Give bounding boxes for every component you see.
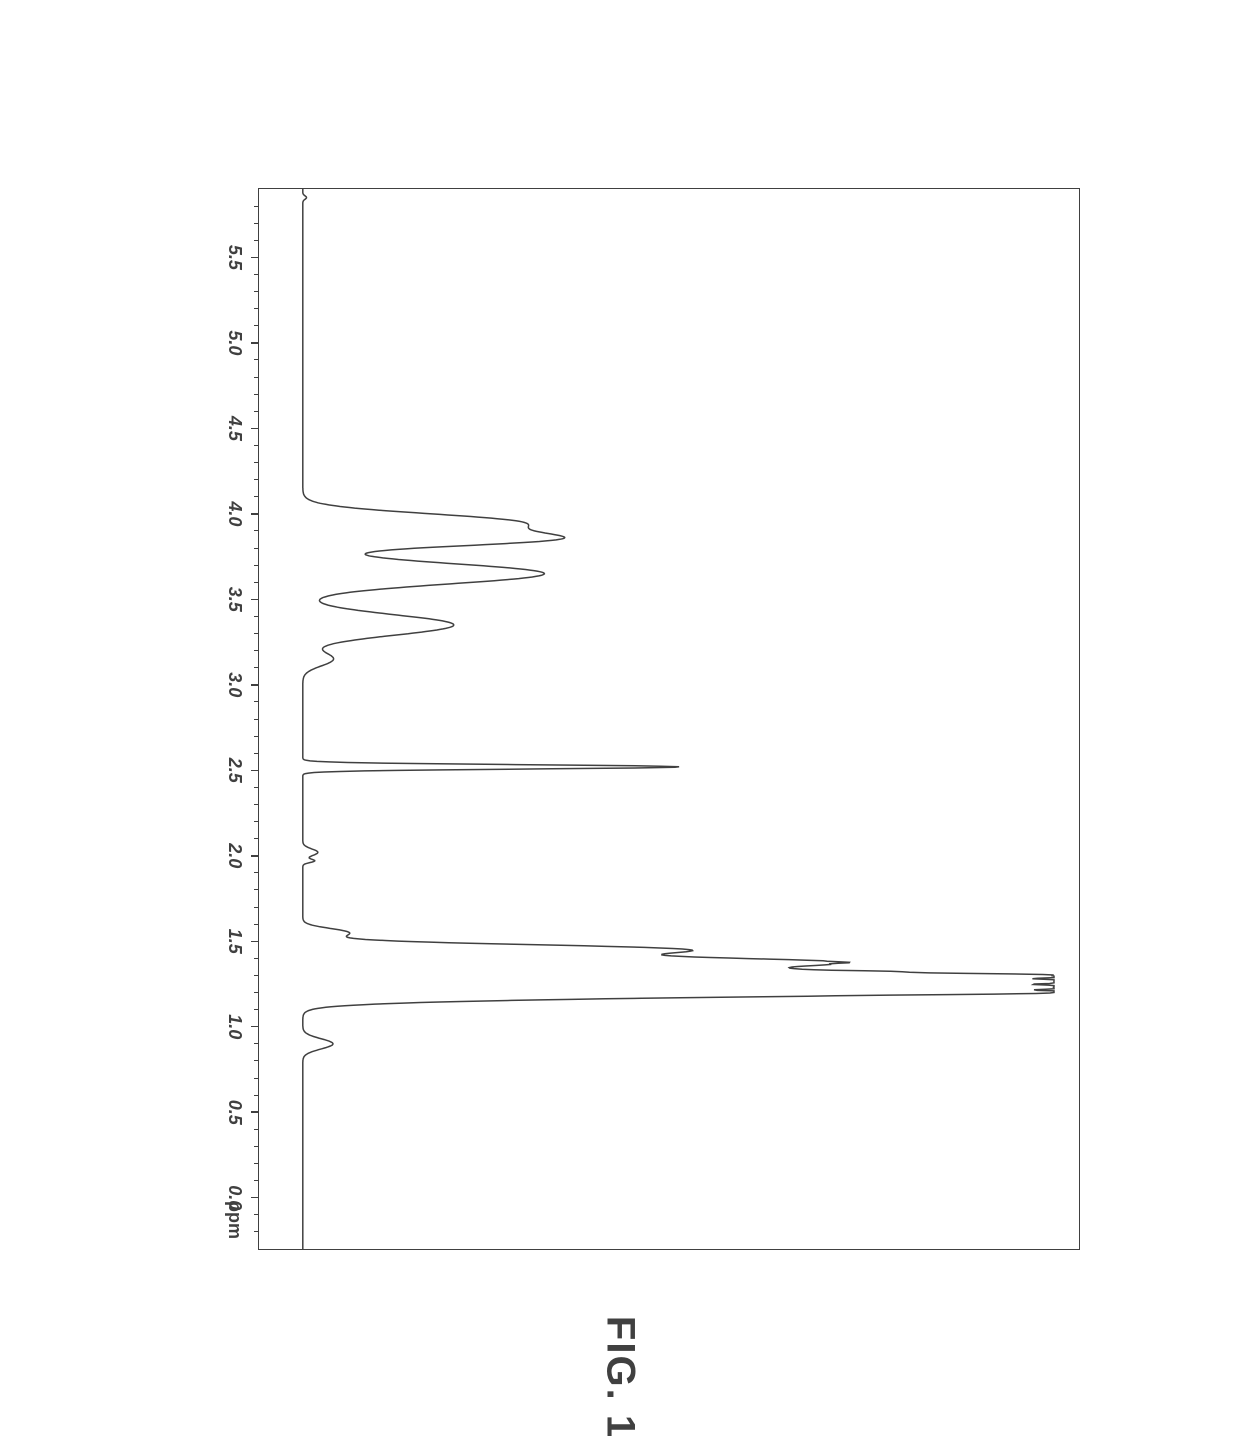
x-minor-tick (254, 752, 259, 753)
x-minor-tick (254, 906, 259, 907)
x-tick-label: 0.5 (224, 1099, 245, 1124)
x-minor-tick (254, 803, 259, 804)
x-minor-tick (254, 838, 259, 839)
x-minor-tick (254, 444, 259, 445)
x-tick (251, 598, 259, 600)
x-tick-label: 2.5 (224, 757, 245, 782)
x-minor-tick (254, 872, 259, 873)
x-minor-tick (254, 957, 259, 958)
x-minor-tick (254, 735, 259, 736)
x-minor-tick (254, 701, 259, 702)
x-minor-tick (254, 308, 259, 309)
x-tick (251, 1111, 259, 1113)
page-container: 5.55.04.54.03.53.02.52.01.51.00.50.0 ppm… (0, 0, 1240, 1455)
x-minor-tick (254, 974, 259, 975)
x-tick-label: 3.5 (224, 586, 245, 611)
x-minor-tick (254, 615, 259, 616)
x-minor-tick (254, 1060, 259, 1061)
rotated-chart-view: 5.55.04.54.03.53.02.52.01.51.00.50.0 ppm (120, 128, 1120, 1328)
x-tick (251, 684, 259, 686)
x-tick (251, 855, 259, 857)
x-tick-label: 4.0 (224, 501, 245, 526)
x-minor-tick (254, 718, 259, 719)
x-minor-tick (254, 462, 259, 463)
x-minor-tick (254, 1043, 259, 1044)
nmr-spectrum-line (259, 189, 1079, 1249)
x-minor-tick (254, 650, 259, 651)
x-minor-tick (254, 889, 259, 890)
x-minor-tick (254, 1128, 259, 1129)
x-tick-label: 1.0 (224, 1014, 245, 1039)
x-minor-tick (254, 786, 259, 787)
x-tick-label: 2.0 (224, 843, 245, 868)
x-minor-tick (254, 410, 259, 411)
x-minor-tick (254, 1180, 259, 1181)
x-tick (251, 940, 259, 942)
x-tick-label: 3.0 (224, 672, 245, 697)
x-minor-tick (254, 479, 259, 480)
x-minor-tick (254, 633, 259, 634)
x-minor-tick (254, 821, 259, 822)
x-minor-tick (254, 1009, 259, 1010)
x-minor-tick (254, 992, 259, 993)
x-minor-tick (254, 1077, 259, 1078)
x-minor-tick (254, 205, 259, 206)
x-minor-tick (254, 239, 259, 240)
x-tick (251, 256, 259, 258)
x-minor-tick (254, 496, 259, 497)
x-minor-tick (254, 530, 259, 531)
nmr-chart-frame: 5.55.04.54.03.53.02.52.01.51.00.50.0 ppm (258, 188, 1080, 1250)
x-tick-label: 5.0 (224, 330, 245, 355)
x-minor-tick (254, 222, 259, 223)
x-tick (251, 513, 259, 515)
x-minor-tick (254, 667, 259, 668)
x-minor-tick (254, 923, 259, 924)
figure-caption: FIG. 1 (598, 1316, 643, 1439)
x-minor-tick (254, 1163, 259, 1164)
x-tick (251, 1025, 259, 1027)
x-minor-tick (254, 1214, 259, 1215)
x-tick (251, 342, 259, 344)
x-tick (251, 1196, 259, 1198)
x-minor-tick (254, 1231, 259, 1232)
x-tick (251, 769, 259, 771)
x-minor-tick (254, 564, 259, 565)
x-minor-tick (254, 393, 259, 394)
x-tick-label: 4.5 (224, 415, 245, 440)
x-tick (251, 427, 259, 429)
x-tick-label: 5.5 (224, 244, 245, 269)
x-minor-tick (254, 1094, 259, 1095)
x-axis-unit: ppm (224, 1201, 245, 1239)
x-minor-tick (254, 273, 259, 274)
x-minor-tick (254, 359, 259, 360)
x-minor-tick (254, 581, 259, 582)
x-minor-tick (254, 291, 259, 292)
x-minor-tick (254, 547, 259, 548)
x-minor-tick (254, 325, 259, 326)
x-tick-label: 1.5 (224, 928, 245, 953)
x-minor-tick (254, 376, 259, 377)
x-minor-tick (254, 1145, 259, 1146)
